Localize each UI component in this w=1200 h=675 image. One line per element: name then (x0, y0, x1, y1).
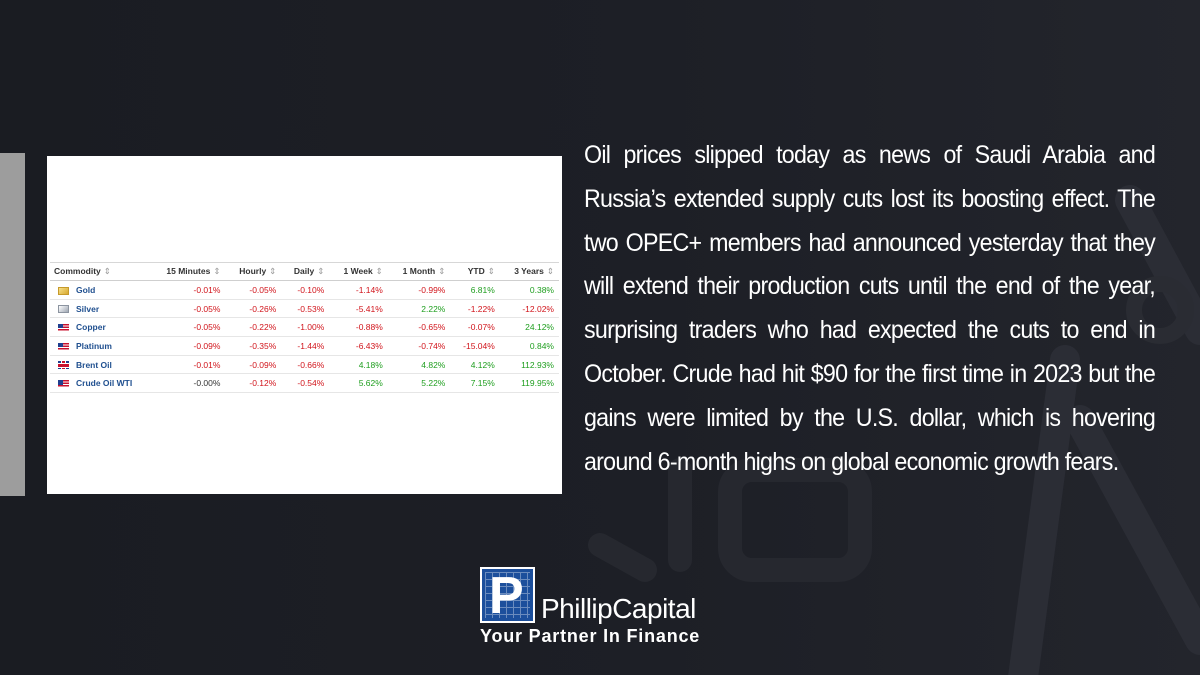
uk-flag-icon (58, 361, 69, 370)
value-ytd: -1.22% (450, 299, 500, 319)
commodity-link-brent-oil[interactable]: Brent Oil (72, 355, 150, 375)
article-text: Oil prices slipped today as news of Saud… (584, 141, 1156, 476)
table-row: Platinum -0.09% -0.35% -1.44% -6.43% -0.… (50, 336, 559, 356)
commodity-link-copper[interactable]: Copper (72, 317, 150, 338)
value-1-month: 5.22% (387, 373, 451, 394)
value-daily: -0.54% (281, 373, 330, 394)
value-3-years: 0.38% (499, 280, 559, 300)
value-ytd: 7.15% (450, 373, 500, 394)
value-hourly: -0.05% (225, 280, 282, 300)
column-header-ytd[interactable]: YTD ⇕ (450, 262, 500, 281)
value-1-week: -1.14% (329, 280, 388, 300)
commodity-link-silver[interactable]: Silver (72, 299, 150, 319)
us-flag-icon (58, 380, 69, 389)
sort-icon: ⇕ (103, 266, 111, 276)
column-header-hourly[interactable]: Hourly ⇕ (225, 262, 282, 281)
sort-icon: ⇕ (546, 266, 554, 276)
value-ytd: 4.12% (450, 355, 500, 375)
value-hourly: -0.35% (225, 336, 282, 356)
logo-mark: P (480, 567, 535, 625)
column-header-15-minutes[interactable]: 15 Minutes ⇕ (149, 262, 226, 281)
value-daily: -1.44% (281, 336, 330, 356)
value-hourly: -0.22% (225, 317, 282, 338)
value-1-month: -0.99% (387, 280, 451, 300)
value-ytd: -0.07% (450, 317, 500, 338)
silver-icon (58, 305, 69, 314)
value-3-years: 119.95% (499, 373, 559, 394)
value-15-minutes: -0.05% (149, 299, 226, 319)
value-1-week: -6.43% (329, 336, 388, 356)
value-3-years: -12.02% (499, 299, 559, 319)
value-1-week: 5.62% (329, 373, 388, 394)
sort-icon: ⇕ (213, 266, 221, 276)
value-1-month: 4.82% (387, 355, 451, 375)
value-hourly: -0.12% (225, 373, 282, 394)
value-hourly: -0.09% (225, 355, 282, 375)
table-row: Crude Oil WTI -0.00% -0.12% -0.54% 5.62%… (50, 373, 559, 394)
commodity-performance-table: Commodity ⇕ 15 Minutes ⇕ Hourly ⇕ Daily ⇕ 1 … (50, 262, 559, 394)
column-header-commodity[interactable]: Commodity ⇕ (50, 262, 150, 281)
commodity-link-gold[interactable]: Gold (72, 280, 150, 300)
value-ytd: -15.04% (450, 336, 500, 356)
us-flag-icon (58, 323, 69, 332)
left-accent-bar (0, 153, 25, 496)
column-header-daily[interactable]: Daily ⇕ (281, 262, 330, 281)
table-row: Silver -0.05% -0.26% -0.53% -5.41% 2.22%… (50, 299, 559, 319)
column-header-1-week[interactable]: 1 Week ⇕ (329, 262, 388, 281)
value-daily: -0.53% (281, 299, 330, 319)
value-15-minutes: -0.01% (149, 280, 226, 300)
logo-letter: P (489, 567, 524, 625)
value-3-years: 112.93% (499, 355, 559, 375)
table-header-row: Commodity ⇕ 15 Minutes ⇕ Hourly ⇕ Daily ⇕ 1 … (50, 262, 559, 281)
value-1-week: -5.41% (329, 299, 388, 319)
table-row: Brent Oil -0.01% -0.09% -0.66% 4.18% 4.8… (50, 355, 559, 375)
phillipcapital-logo: P PhillipCapital Your Partner In Finance (480, 567, 740, 647)
commodity-link-crude-oil-wti[interactable]: Crude Oil WTI (72, 373, 150, 394)
table-row: Copper -0.05% -0.22% -1.00% -0.88% -0.65… (50, 317, 559, 338)
gold-icon (58, 286, 69, 295)
value-15-minutes: -0.09% (149, 336, 226, 356)
us-flag-icon (58, 342, 69, 351)
logo-tagline: Your Partner In Finance (480, 626, 701, 646)
sort-icon: ⇕ (487, 266, 495, 276)
value-ytd: 6.81% (450, 280, 500, 300)
value-1-month: -0.74% (387, 336, 451, 356)
commodity-link-platinum[interactable]: Platinum (72, 336, 150, 356)
value-daily: -1.00% (281, 317, 330, 338)
column-header-3-years[interactable]: 3 Years ⇕ (499, 262, 559, 281)
sort-icon: ⇕ (317, 266, 325, 276)
value-3-years: 24.12% (499, 317, 559, 338)
value-daily: -0.66% (281, 355, 330, 375)
logo-name: PhillipCapital (541, 593, 696, 624)
value-1-week: -0.88% (329, 317, 388, 338)
sort-icon: ⇕ (375, 266, 383, 276)
table-row: Gold -0.01% -0.05% -0.10% -1.14% -0.99% … (50, 280, 559, 300)
value-15-minutes: -0.01% (149, 355, 226, 375)
value-3-years: 0.84% (499, 336, 559, 356)
commodity-performance-card: Commodity ⇕ 15 Minutes ⇕ Hourly ⇕ Daily ⇕ 1 … (47, 156, 562, 494)
value-1-month: -0.65% (387, 317, 451, 338)
value-hourly: -0.26% (225, 299, 282, 319)
value-15-minutes: -0.05% (149, 317, 226, 338)
column-header-1-month[interactable]: 1 Month ⇕ (387, 262, 451, 281)
value-1-month: 2.22% (387, 299, 451, 319)
sort-icon: ⇕ (269, 266, 277, 276)
value-daily: -0.10% (281, 280, 330, 300)
value-15-minutes: -0.00% (149, 373, 226, 394)
value-1-week: 4.18% (329, 355, 388, 375)
sort-icon: ⇕ (438, 266, 446, 276)
